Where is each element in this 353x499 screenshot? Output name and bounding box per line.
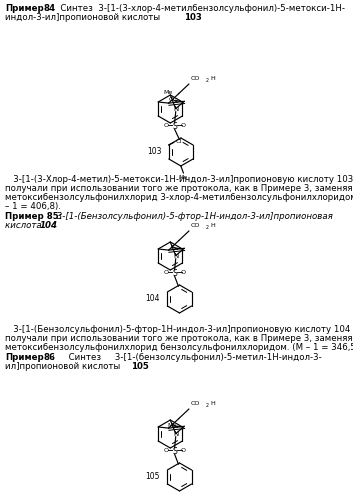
- Text: 3-[1-(3-Хлор-4-метил)-5-метокси-1Н-индол-3-ил]пропионовую кислоту 103: 3-[1-(3-Хлор-4-метил)-5-метокси-1Н-индол…: [5, 175, 353, 184]
- Text: 3-[1-(Бензолсульфонил)-5-фтор-1Н-индол-3-ил]пропионовая: 3-[1-(Бензолсульфонил)-5-фтор-1Н-индол-3…: [54, 212, 333, 221]
- Text: O: O: [163, 448, 168, 453]
- Text: CO: CO: [191, 76, 200, 81]
- Text: N: N: [173, 252, 178, 258]
- Text: CO: CO: [191, 223, 200, 228]
- Text: 104: 104: [146, 294, 160, 303]
- Text: метоксибензолсульфонилхлорид 3-хлор-4-метилбензолсульфонилхлоридом. (М: метоксибензолсульфонилхлорид 3-хлор-4-ме…: [5, 193, 353, 202]
- Text: 103: 103: [184, 13, 202, 22]
- Text: F: F: [170, 245, 174, 250]
- Text: Me: Me: [163, 90, 173, 95]
- Text: кислота: кислота: [5, 221, 44, 230]
- Text: S: S: [172, 447, 177, 456]
- Text: S: S: [172, 122, 177, 131]
- Text: Пример 85:: Пример 85:: [5, 212, 62, 221]
- Text: Cl: Cl: [176, 139, 182, 144]
- Text: 103: 103: [147, 148, 162, 157]
- Text: N: N: [173, 431, 178, 437]
- Text: H: H: [210, 76, 215, 81]
- Text: O: O: [163, 123, 168, 128]
- Text: 3-[1-(Бензолсульфонил)-5-фтор-1Н-индол-3-ил]пропионовую кислоту 104: 3-[1-(Бензолсульфонил)-5-фтор-1Н-индол-3…: [5, 325, 351, 334]
- Text: Me: Me: [179, 175, 188, 180]
- Text: 104: 104: [40, 221, 58, 230]
- Text: O: O: [181, 123, 186, 128]
- Text: O: O: [181, 270, 186, 275]
- Text: 2: 2: [205, 77, 209, 82]
- Text: H: H: [210, 223, 215, 228]
- Text: ил]пропионовой кислоты: ил]пропионовой кислоты: [5, 362, 120, 371]
- Text: Пример: Пример: [5, 4, 44, 13]
- Text: :  Синтез  3-[1-(3-хлор-4-метилбензолсульфонил)-5-метокси-1Н-: : Синтез 3-[1-(3-хлор-4-метилбензолсульф…: [52, 4, 345, 13]
- Text: :     Синтез     3-[1-(бензолсульфонил)-5-метил-1Н-индол-3-: : Синтез 3-[1-(бензолсульфонил)-5-метил-…: [52, 353, 322, 362]
- Text: S: S: [172, 268, 177, 277]
- Text: O: O: [181, 448, 186, 453]
- Text: – 1 = 406,8).: – 1 = 406,8).: [5, 202, 61, 211]
- Text: метоксибензолсульфонилхлорид бензолсульфонилхлоридом. (М – 1 = 346,5).: метоксибензолсульфонилхлорид бензолсульф…: [5, 343, 353, 352]
- Text: N: N: [173, 106, 178, 112]
- Text: CO: CO: [191, 401, 200, 406]
- Text: O: O: [169, 97, 174, 102]
- Text: H: H: [210, 401, 215, 406]
- Text: индол-3-ил]пропионовой кислоты: индол-3-ил]пропионовой кислоты: [5, 13, 160, 22]
- Text: 84: 84: [43, 4, 55, 13]
- Text: 2: 2: [205, 225, 209, 230]
- Text: 105: 105: [146, 473, 160, 482]
- Text: 86: 86: [43, 353, 55, 362]
- Text: O: O: [163, 270, 168, 275]
- Text: Пример: Пример: [5, 353, 44, 362]
- Text: получали при использовании того же протокола, как в Примере 3, заменяя 4-: получали при использовании того же прото…: [5, 334, 353, 343]
- Text: 2: 2: [205, 403, 209, 408]
- Text: Me: Me: [167, 423, 176, 428]
- Text: получали при использовании того же протокола, как в Примере 3, заменяя 4-: получали при использовании того же прото…: [5, 184, 353, 193]
- Text: 105: 105: [131, 362, 149, 371]
